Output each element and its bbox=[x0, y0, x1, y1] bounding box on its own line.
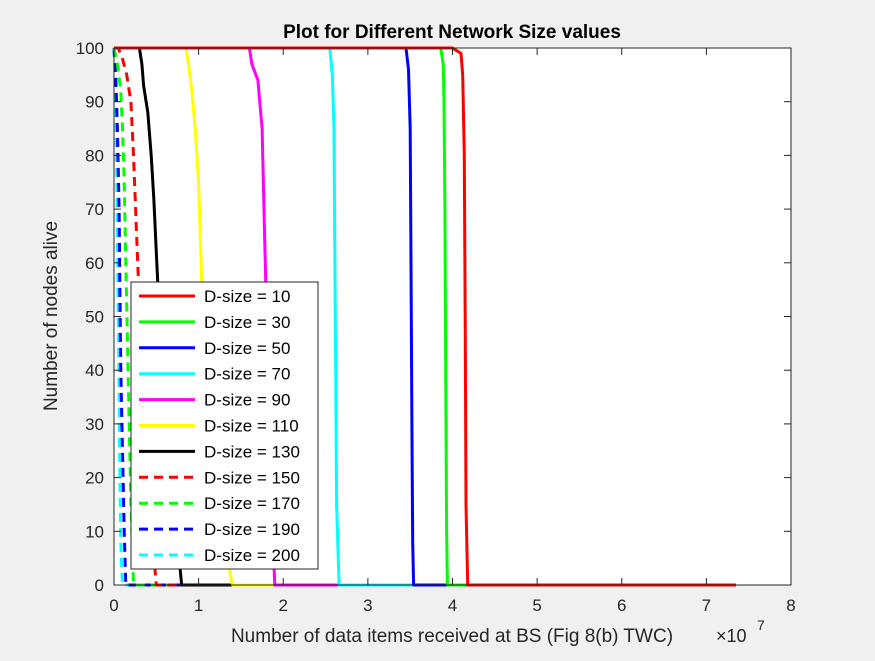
legend: D-size = 10 D-size = 30 D-size = 50 D-size … bbox=[130, 281, 319, 570]
y-tick-label: 30 bbox=[85, 415, 104, 434]
y-tick-label: 70 bbox=[85, 200, 104, 219]
y-tick-label: 90 bbox=[85, 93, 104, 112]
y-tick-label: 0 bbox=[95, 576, 104, 595]
x-axis-label: Number of data items received at BS (Fig… bbox=[231, 626, 673, 647]
y-tick-label: 50 bbox=[85, 308, 104, 327]
legend-label-2: D-size = 30 bbox=[204, 313, 290, 332]
x-tick-label: 8 bbox=[786, 596, 795, 615]
y-tick-label: 60 bbox=[85, 254, 104, 273]
legend-label-11: D-size = 200 bbox=[204, 546, 300, 565]
x-tick-label: 2 bbox=[279, 596, 288, 615]
series-line-8 bbox=[114, 46, 318, 587]
y-tick-label: 80 bbox=[85, 146, 104, 165]
x-tick-label: 0 bbox=[109, 596, 118, 615]
x-tick-label: 7 bbox=[702, 596, 711, 615]
legend-label-10: D-size = 190 bbox=[204, 520, 300, 539]
legend-label-5: D-size = 90 bbox=[204, 391, 290, 410]
y-tick-label: 40 bbox=[85, 361, 104, 380]
series-line-3 bbox=[114, 46, 711, 587]
legend-label-1: D-size = 10 bbox=[204, 287, 290, 306]
legend-label-3: D-size = 50 bbox=[204, 339, 290, 358]
legend-label-6: D-size = 110 bbox=[204, 417, 299, 436]
series-line-2 bbox=[114, 46, 724, 587]
x-tick-label: 4 bbox=[448, 596, 457, 615]
legend-label-8: D-size = 150 bbox=[204, 468, 300, 487]
y-axis-label: Number of nodes alive bbox=[41, 221, 62, 411]
series-line-4 bbox=[114, 46, 665, 587]
chart-title: Plot for Different Network Size values bbox=[283, 22, 621, 43]
series-line-1 bbox=[114, 46, 736, 587]
y-tick-label: 100 bbox=[76, 39, 104, 58]
x-tick-label: 5 bbox=[532, 596, 541, 615]
y-tick-label: 20 bbox=[85, 469, 104, 488]
x-exponent-power: 7 bbox=[757, 617, 765, 633]
x-tick-label: 6 bbox=[617, 596, 626, 615]
x-tick-label: 3 bbox=[363, 596, 372, 615]
legend-label-9: D-size = 170 bbox=[204, 494, 300, 513]
legend-label-4: D-size = 70 bbox=[204, 365, 290, 384]
legend-label-7: D-size = 130 bbox=[204, 442, 300, 461]
y-tick-label: 10 bbox=[85, 522, 104, 541]
x-exponent-base: ×10 bbox=[716, 626, 747, 646]
x-tick-label: 1 bbox=[194, 596, 203, 615]
